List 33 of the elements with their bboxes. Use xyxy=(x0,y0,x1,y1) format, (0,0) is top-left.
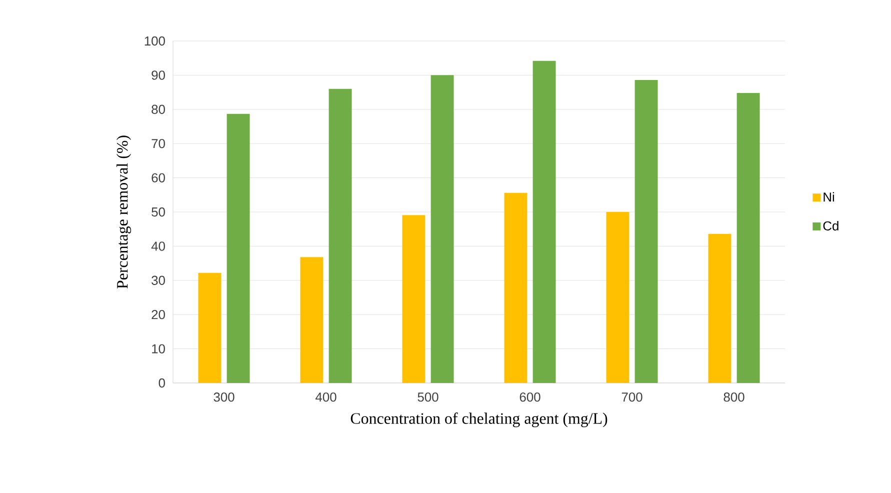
bar xyxy=(532,60,556,383)
x-tick-label: 500 xyxy=(418,392,438,402)
x-axis-title: Concentration of chelating agent (mg/L) xyxy=(350,412,608,428)
y-tick-label: 80 xyxy=(152,104,165,114)
y-tick-label: 40 xyxy=(151,242,165,251)
bar xyxy=(634,80,658,383)
bar xyxy=(708,234,732,383)
legend-label: Cd xyxy=(823,220,838,230)
y-tick-label: 90 xyxy=(152,70,165,80)
bar xyxy=(736,92,760,383)
y-tick-label: 30 xyxy=(152,276,165,285)
bar xyxy=(328,88,352,383)
x-tick-label: 300 xyxy=(214,392,234,402)
bar xyxy=(226,114,250,383)
x-tick-label: 600 xyxy=(520,392,540,402)
y-axis-title: Percentage removal (%) xyxy=(116,136,132,289)
bar xyxy=(430,75,454,383)
y-tick-label: 0 xyxy=(158,378,165,388)
bar xyxy=(300,257,324,383)
bar xyxy=(504,192,528,383)
legend-label: Ni xyxy=(824,192,834,202)
y-tick-label: 20 xyxy=(152,310,165,320)
x-tick-label: 700 xyxy=(622,392,642,402)
y-tick-label: 70 xyxy=(152,138,165,148)
bar xyxy=(402,215,426,383)
x-tick-label: 800 xyxy=(724,392,744,402)
bar xyxy=(198,272,222,383)
y-tick-label: 10 xyxy=(152,344,165,354)
bar xyxy=(606,212,630,383)
y-tick-label: 50 xyxy=(152,207,165,217)
y-tick-label: 60 xyxy=(152,173,165,182)
x-tick-label: 400 xyxy=(316,392,336,402)
y-tick-label: 100 xyxy=(144,36,165,46)
